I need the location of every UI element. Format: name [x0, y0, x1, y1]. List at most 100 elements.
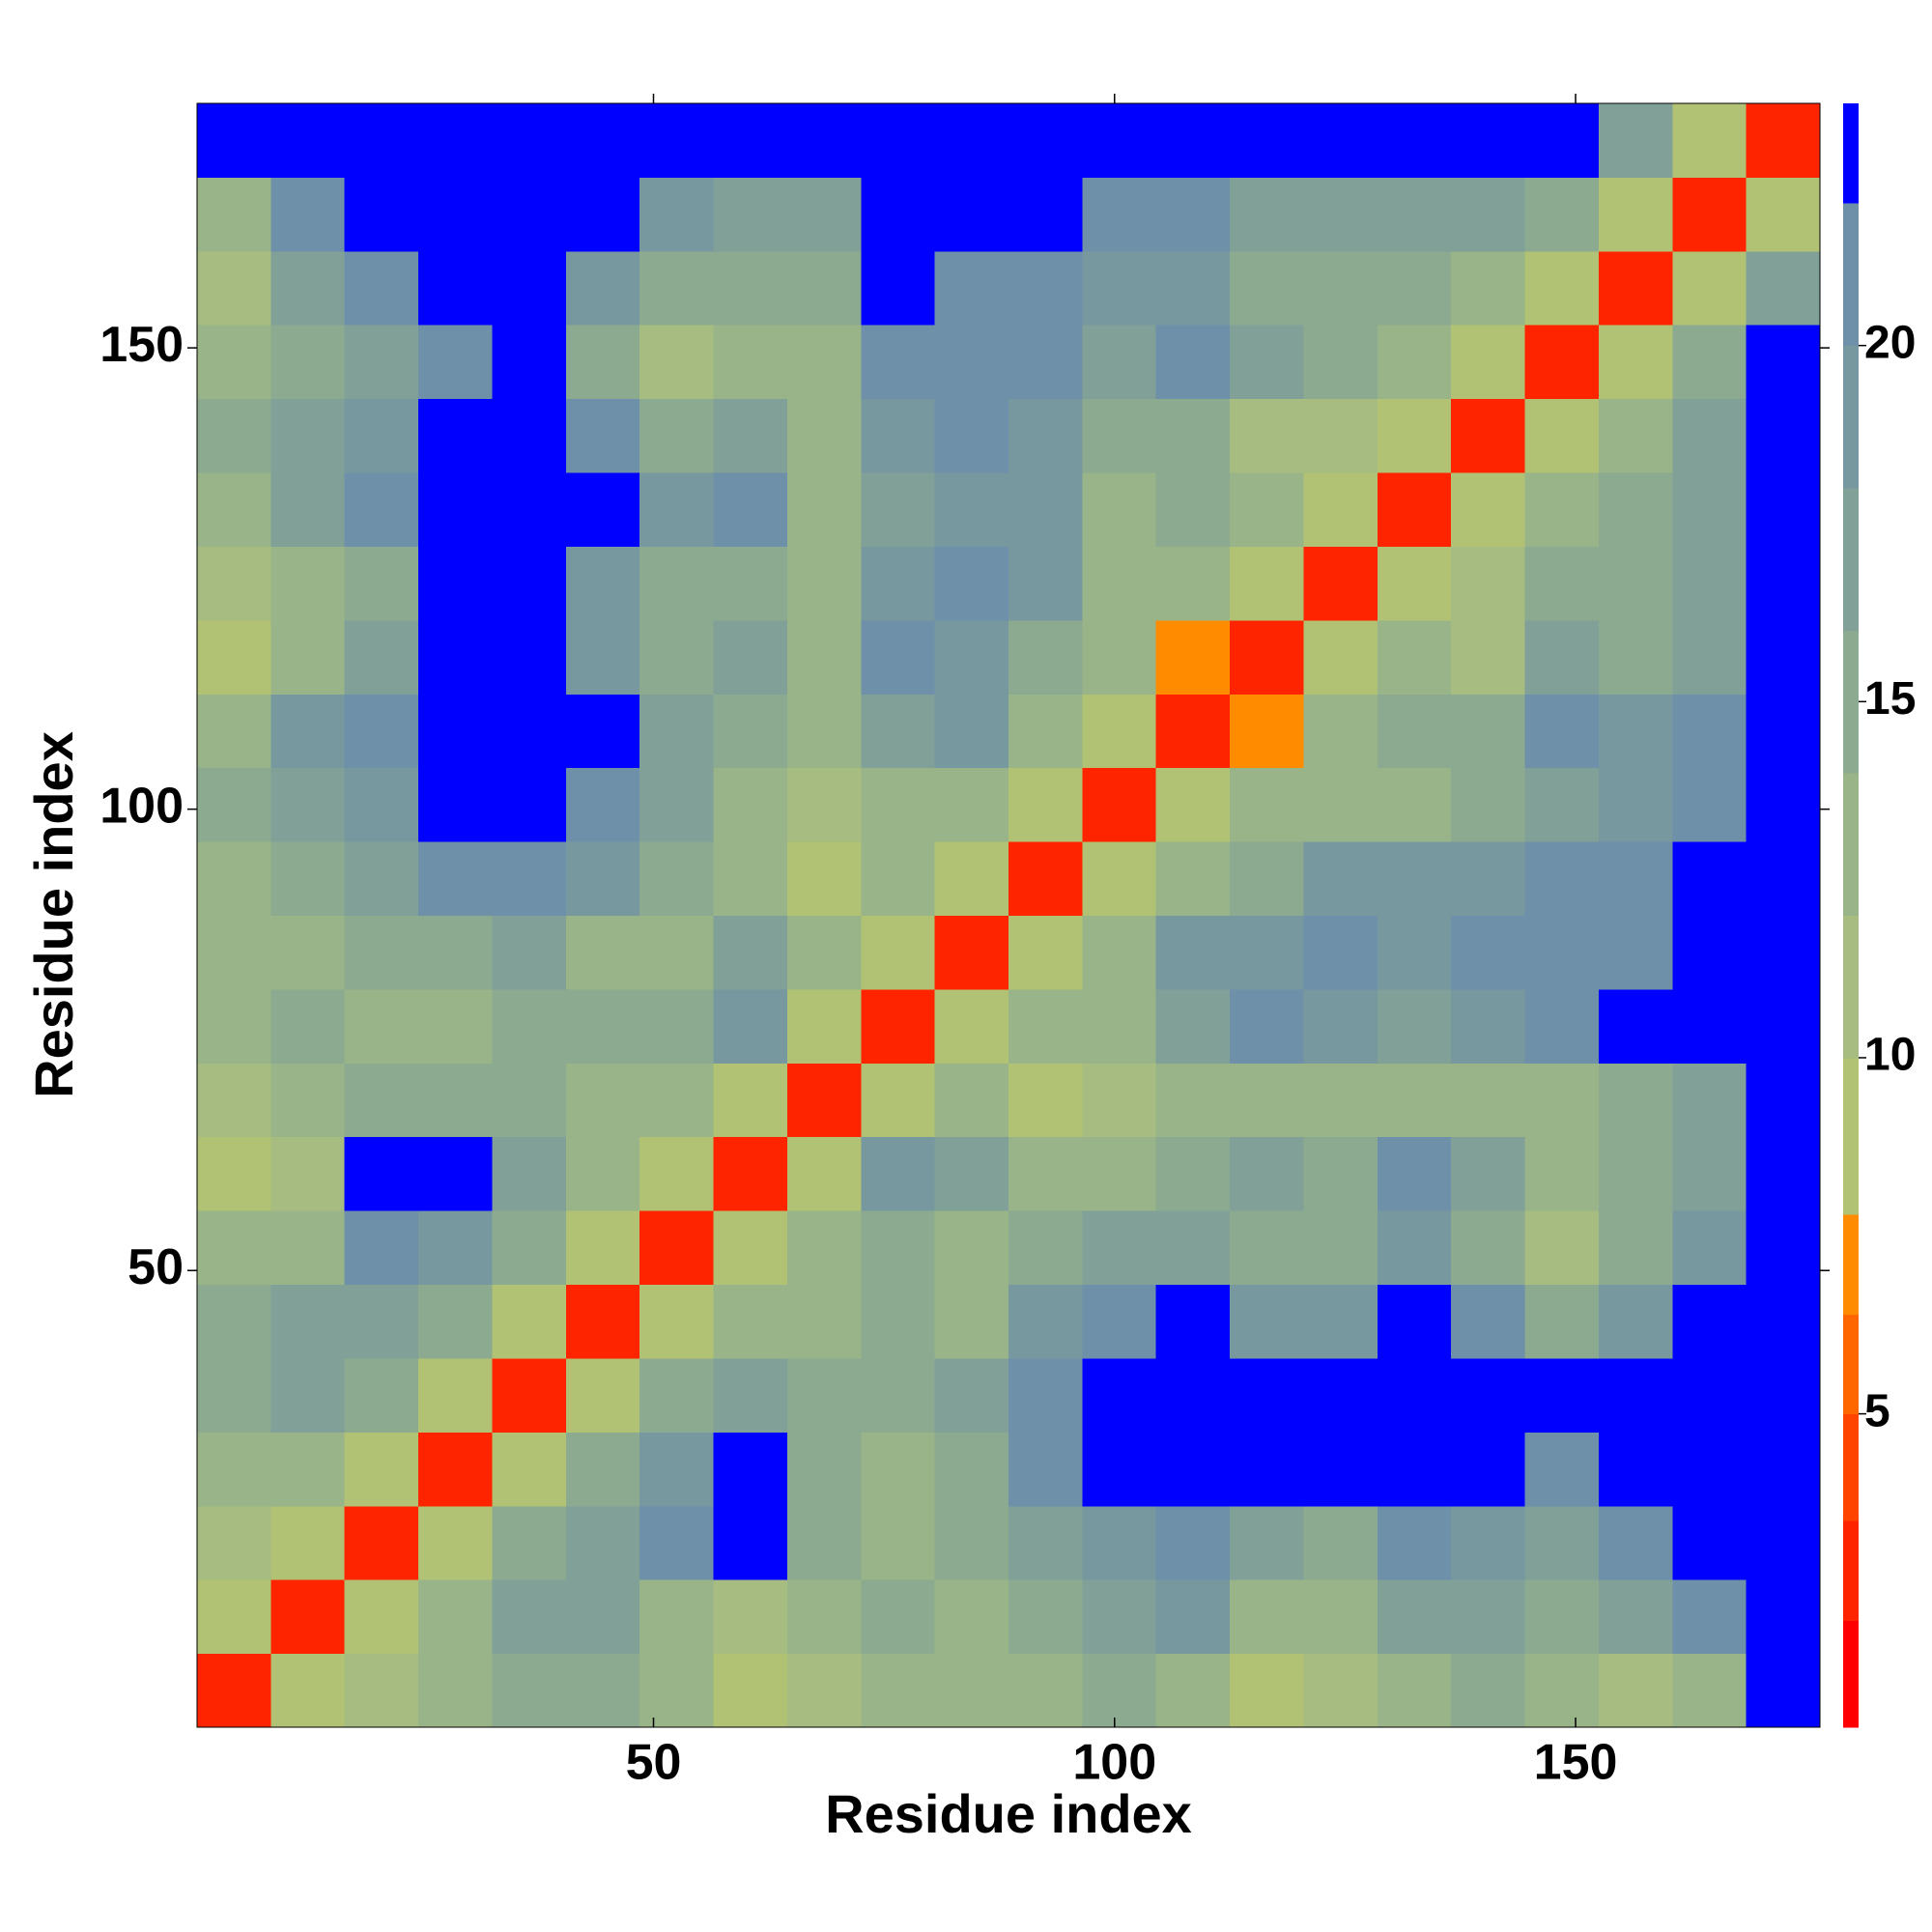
heatmap-cell: [1009, 1136, 1083, 1211]
heatmap-cell: [1082, 841, 1157, 916]
heatmap-cell: [1746, 1063, 1821, 1138]
heatmap-cell: [418, 841, 493, 916]
heatmap-cell: [934, 1505, 1009, 1580]
heatmap-cell: [270, 619, 346, 695]
heatmap-cell: [197, 1063, 271, 1138]
heatmap-cell: [1746, 619, 1821, 695]
heatmap-cell: [1082, 1432, 1157, 1507]
heatmap-cell: [1524, 250, 1600, 326]
heatmap-cell: [639, 1432, 715, 1507]
heatmap-cell: [1672, 325, 1747, 400]
heatmap-cell: [1009, 103, 1083, 178]
heatmap-cell: [713, 767, 788, 842]
heatmap-cell: [1524, 1284, 1600, 1359]
heatmap-cell: [1303, 988, 1378, 1064]
heatmap-cell: [492, 325, 567, 400]
heatmap-cell: [1377, 177, 1452, 252]
heatmap-cell: [1082, 915, 1157, 990]
heatmap-cell: [1746, 103, 1821, 178]
heatmap-cell: [270, 988, 346, 1064]
heatmap-cell: [1303, 177, 1378, 252]
heatmap-cell: [1746, 988, 1821, 1064]
heatmap-cell: [344, 1432, 419, 1507]
heatmap-cell: [1451, 1357, 1526, 1433]
heatmap-cell: [492, 398, 567, 473]
heatmap-cell: [1746, 325, 1821, 400]
colorbar-segment: [1843, 773, 1859, 916]
heatmap-cell: [934, 398, 1009, 473]
colorbar-segment: [1843, 103, 1859, 204]
heatmap-cell: [197, 1357, 271, 1433]
heatmap-cell: [1672, 1505, 1747, 1580]
heatmap-cell: [1672, 619, 1747, 695]
heatmap-cell: [934, 1653, 1009, 1728]
heatmap-cell: [861, 177, 936, 252]
heatmap-cell: [786, 398, 862, 473]
heatmap-cell: [1303, 1063, 1378, 1138]
heatmap-cell: [934, 325, 1009, 400]
heatmap-cell: [1746, 398, 1821, 473]
heatmap-cell: [934, 694, 1009, 769]
heatmap-cell: [861, 1136, 936, 1211]
heatmap-cell: [1598, 915, 1673, 990]
heatmap-cell: [418, 619, 493, 695]
heatmap-cell: [1672, 472, 1747, 547]
heatmap-cell: [639, 1579, 715, 1655]
heatmap-cell: [1377, 694, 1452, 769]
heatmap-cell: [1451, 767, 1526, 842]
heatmap-cell: [1155, 915, 1231, 990]
heatmap-cell: [1377, 988, 1452, 1064]
heatmap-cell: [713, 1210, 788, 1286]
heatmap-cell: [1009, 841, 1083, 916]
heatmap-cell: [344, 1284, 419, 1359]
heatmap-cell: [639, 1210, 715, 1286]
heatmap-cell: [418, 767, 493, 842]
heatmap-cell: [492, 1136, 567, 1211]
heatmap-cell: [1230, 1063, 1304, 1138]
x-axis-label: Residue index: [825, 1783, 1192, 1844]
heatmap-cell: [1230, 694, 1304, 769]
heatmap-cell: [861, 472, 936, 547]
heatmap-cell: [1009, 619, 1083, 695]
heatmap-cell: [1598, 546, 1673, 621]
heatmap-cell: [1009, 1210, 1083, 1286]
heatmap-cell: [786, 546, 862, 621]
heatmap-cell: [492, 1284, 567, 1359]
heatmap-cell: [197, 841, 271, 916]
heatmap-cell: [1451, 988, 1526, 1064]
heatmap-cell: [1672, 546, 1747, 621]
heatmap-cell: [1451, 1505, 1526, 1580]
heatmap-cell: [1451, 250, 1526, 326]
heatmap-cell: [639, 546, 715, 621]
heatmap-cell: [1082, 103, 1157, 178]
heatmap-cell: [1451, 177, 1526, 252]
heatmap-cell: [1451, 841, 1526, 916]
heatmap-cell: [1672, 103, 1747, 178]
heatmap-cell: [270, 1653, 346, 1728]
heatmap-cell: [1377, 103, 1452, 178]
heatmap-cell: [1746, 1136, 1821, 1211]
heatmap-cell: [1746, 546, 1821, 621]
colorbar-segment: [1843, 1620, 1859, 1728]
heatmap-cell: [1451, 1653, 1526, 1728]
heatmap-cell: [861, 1579, 936, 1655]
heatmap-cell: [861, 398, 936, 473]
heatmap-cell: [1155, 841, 1231, 916]
heatmap-cell: [1155, 103, 1231, 178]
heatmap-cell: [418, 472, 493, 547]
heatmap-cell: [1598, 398, 1673, 473]
heatmap-cell: [713, 694, 788, 769]
heatmap-cell: [1524, 1653, 1600, 1728]
heatmap-cell: [344, 398, 419, 473]
heatmap-cell: [565, 1357, 640, 1433]
heatmap-cell: [1009, 694, 1083, 769]
heatmap-cell: [1155, 398, 1231, 473]
heatmap-cell: [1524, 398, 1600, 473]
heatmap-cell: [1672, 767, 1747, 842]
heatmap-cell: [1155, 1505, 1231, 1580]
heatmap-cell: [861, 546, 936, 621]
heatmap-cell: [1230, 325, 1304, 400]
heatmap-cell: [270, 1284, 346, 1359]
heatmap-cell: [270, 694, 346, 769]
heatmap-cell: [492, 103, 567, 178]
